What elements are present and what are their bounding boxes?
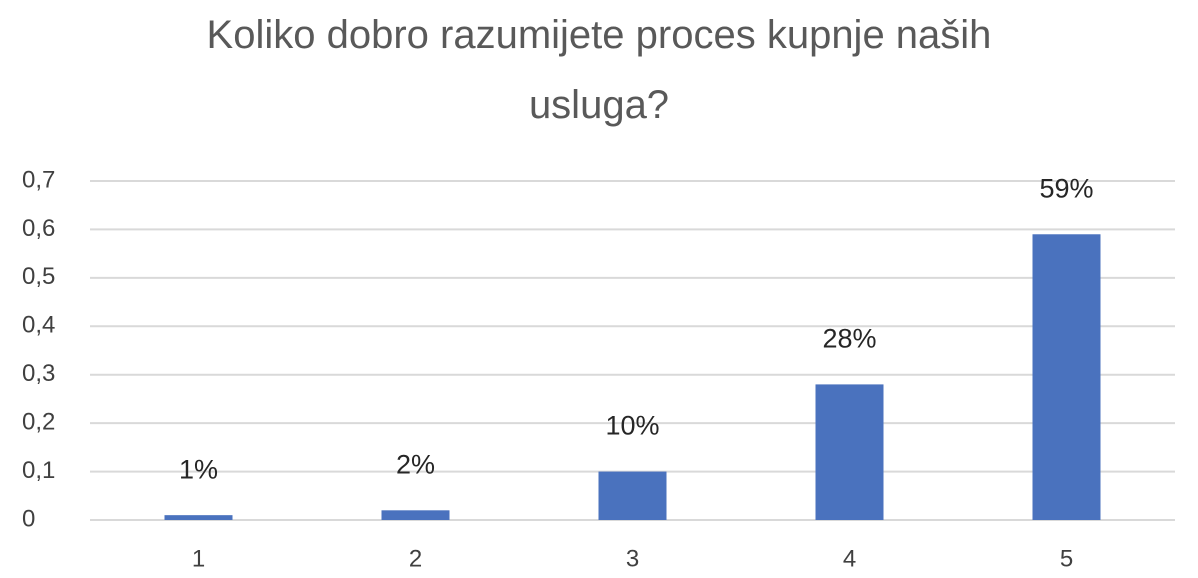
- value-label: 1%: [179, 454, 218, 484]
- value-label: 10%: [605, 411, 659, 441]
- y-tick-label: 0,5: [22, 263, 55, 290]
- bar: [598, 471, 667, 520]
- value-label: 59%: [1039, 173, 1093, 203]
- bar: [381, 510, 450, 520]
- y-tick-label: 0,4: [22, 312, 55, 339]
- bar: [815, 384, 884, 520]
- x-tick-label: 4: [843, 545, 856, 572]
- bar: [164, 515, 233, 520]
- value-label: 28%: [822, 324, 876, 354]
- value-label: 2%: [396, 449, 435, 479]
- y-tick-label: 0,3: [22, 360, 55, 387]
- y-tick-label: 0: [22, 505, 35, 532]
- y-tick-label: 0,7: [22, 166, 55, 193]
- x-tick-label: 1: [192, 545, 205, 572]
- chart-title: Koliko dobro razumijete proces kupnje na…: [206, 13, 992, 127]
- y-tick-label: 0,1: [22, 457, 55, 484]
- x-tick-label: 2: [409, 545, 422, 572]
- y-tick-label: 0,2: [22, 408, 55, 435]
- x-tick-label: 3: [626, 545, 639, 572]
- y-tick-label: 0,6: [22, 215, 55, 242]
- x-tick-label: 5: [1060, 545, 1073, 572]
- bar: [1032, 234, 1101, 520]
